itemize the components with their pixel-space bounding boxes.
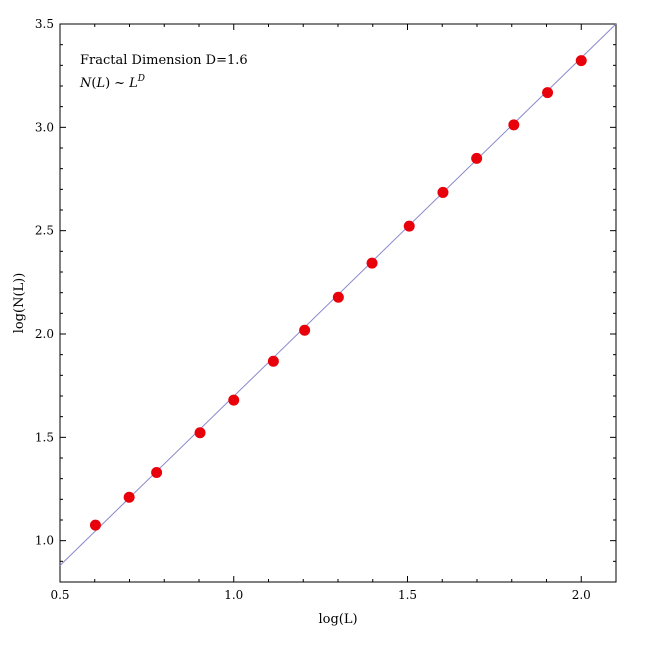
plot-frame bbox=[59, 23, 617, 583]
data-point bbox=[267, 355, 279, 367]
x-tick-label: 0.5 bbox=[50, 588, 69, 602]
annotation-formula: N(L) ~ LD bbox=[79, 74, 145, 91]
data-point bbox=[228, 394, 240, 406]
data-point bbox=[437, 186, 449, 198]
x-axis-label: log(L) bbox=[318, 612, 357, 627]
data-point bbox=[123, 491, 135, 503]
data-point bbox=[575, 55, 587, 67]
y-tick-label: 2.0 bbox=[35, 327, 54, 341]
data-point bbox=[299, 324, 311, 336]
x-tick-label: 1.0 bbox=[224, 588, 243, 602]
data-point bbox=[366, 257, 378, 269]
data-point bbox=[508, 119, 520, 131]
data-point bbox=[542, 87, 554, 99]
data-point bbox=[403, 220, 415, 232]
x-tick-label: 1.5 bbox=[398, 588, 417, 602]
data-point bbox=[194, 427, 206, 439]
y-tick-label: 1.0 bbox=[35, 534, 54, 548]
y-tick-label: 3.5 bbox=[35, 17, 54, 31]
data-point bbox=[471, 152, 483, 164]
y-axis-label: log(N(L)) bbox=[12, 273, 27, 334]
annotation-title: Fractal Dimension D=1.6 bbox=[80, 53, 248, 68]
x-tick-label: 2.0 bbox=[572, 588, 591, 602]
data-points-layer bbox=[89, 55, 587, 531]
y-tick-label: 2.5 bbox=[35, 224, 54, 238]
y-tick-label: 3.0 bbox=[35, 120, 54, 134]
y-tick-label: 1.5 bbox=[35, 430, 54, 444]
data-point bbox=[332, 291, 344, 303]
data-point bbox=[151, 466, 163, 478]
axis-ticks: 0.5 1.0 1.5 2.0 1.0 1.5 2.0 2.5 3.0 3.5 bbox=[35, 17, 617, 602]
data-point bbox=[89, 519, 101, 531]
